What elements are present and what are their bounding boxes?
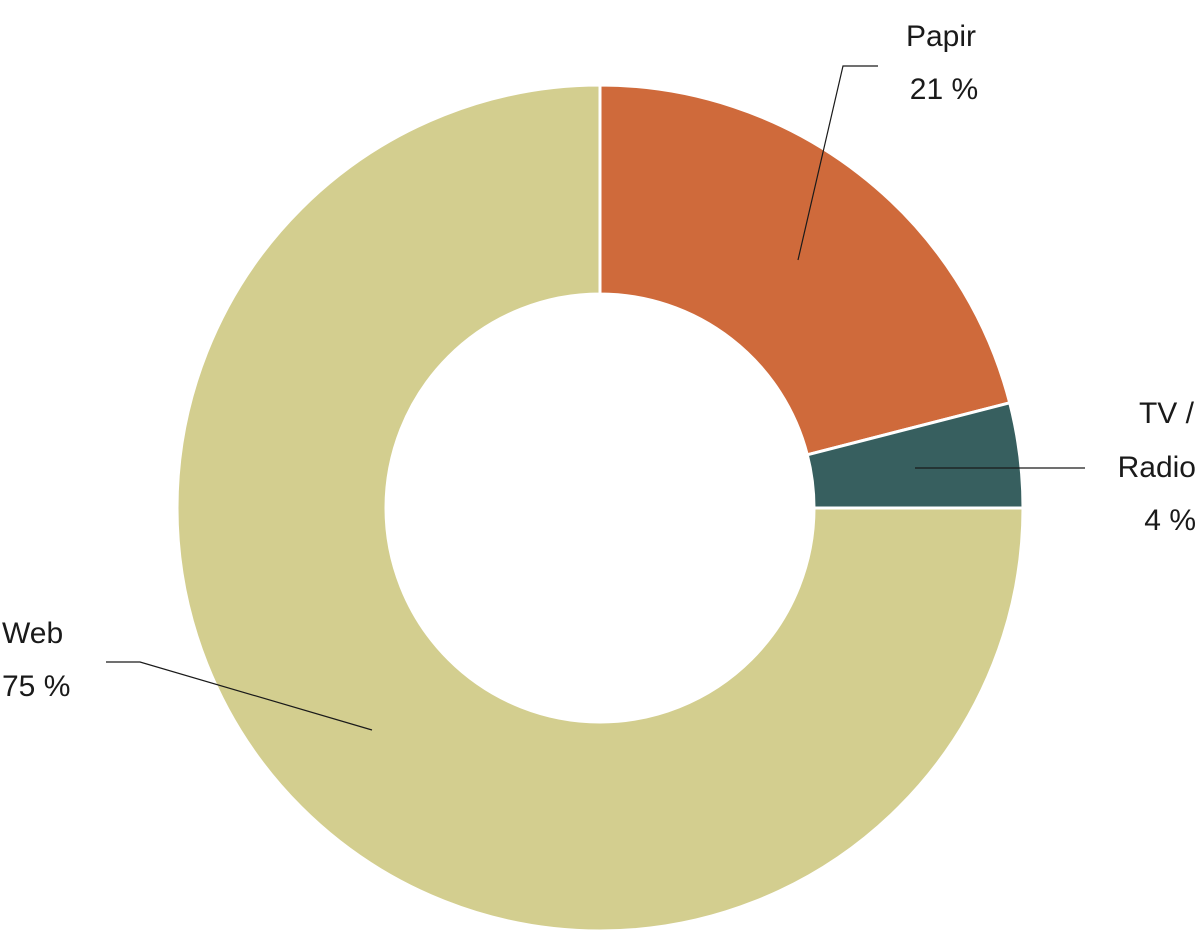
slice-papir <box>598 83 1012 457</box>
slice-value-papir: 21 % <box>910 73 978 106</box>
slice-label-tv-radio-line1: TV / <box>1139 397 1195 430</box>
slice-label-tv-radio-line2: Radio <box>1118 451 1196 484</box>
leader-line-papir <box>797 65 878 261</box>
slices-group <box>175 83 1025 933</box>
slice-value-tv-radio: 4 % <box>1144 504 1196 537</box>
slice-label-papir: Papir <box>906 20 976 53</box>
slice-value-web: 75 % <box>2 670 70 703</box>
leader-line-web <box>106 661 373 731</box>
slice-web <box>175 83 1025 933</box>
slice-label-web: Web <box>2 617 63 650</box>
